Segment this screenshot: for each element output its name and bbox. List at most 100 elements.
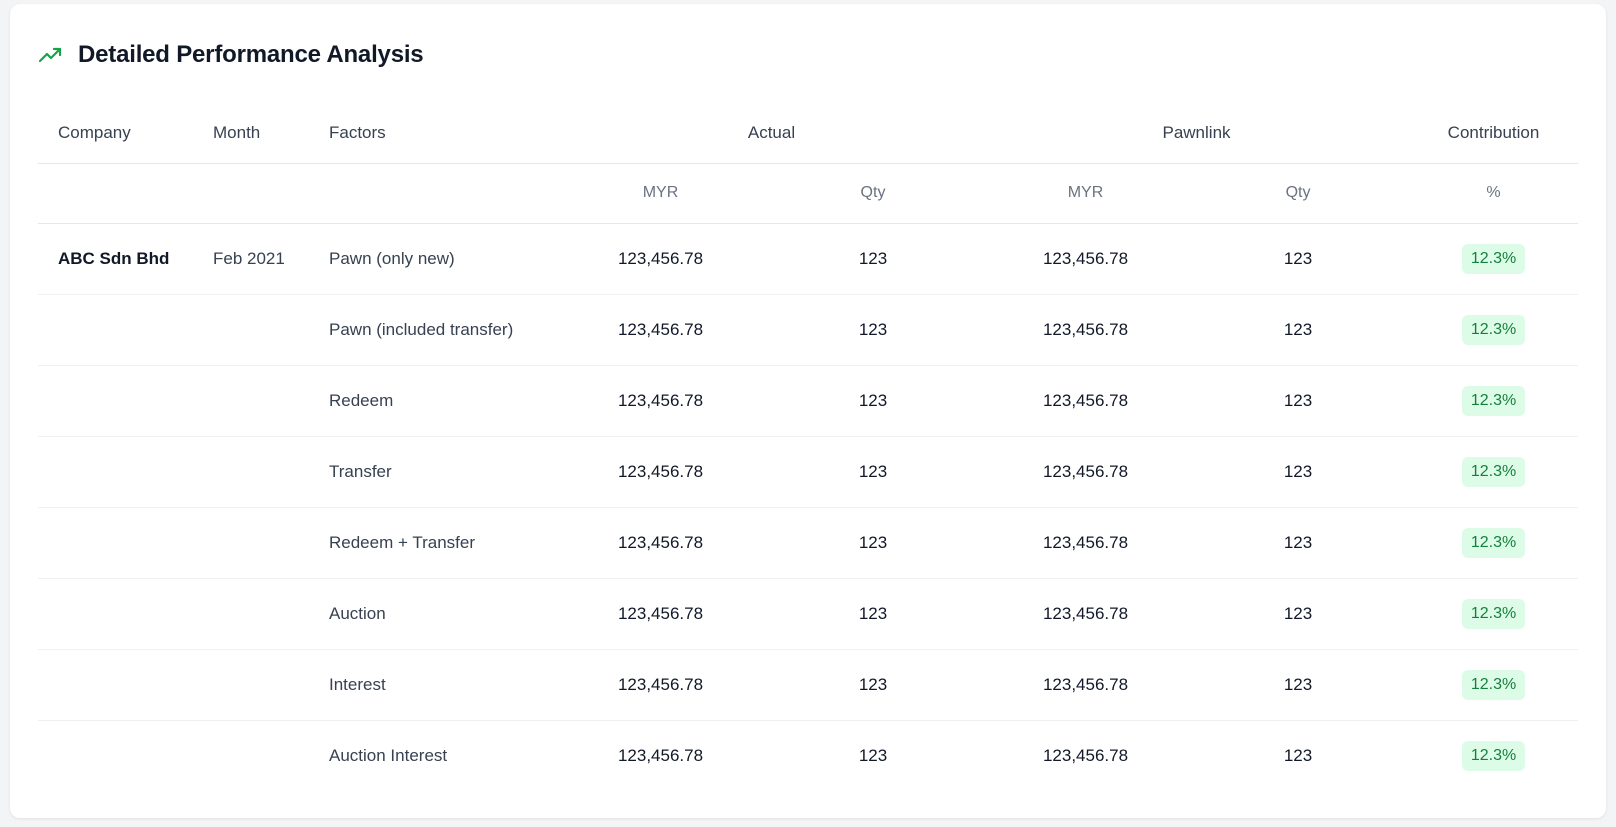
column-header-actual[interactable]: Actual — [559, 103, 984, 164]
subheader-contribution-pct: % — [1409, 163, 1579, 224]
performance-table-wrap: Company Month Factors Actual Pawnlink Co… — [38, 103, 1579, 791]
cell-company — [38, 507, 193, 579]
cell-company — [38, 720, 193, 791]
table-row: Redeem + Transfer 123,456.78 123 123,456.78… — [38, 507, 1579, 579]
cell-contribution: 12.3% — [1409, 436, 1579, 508]
cell-actual-qty: 123 — [762, 507, 984, 579]
subheader-empty — [38, 163, 193, 224]
table-row: Transfer 123,456.78 123 123,456.78 123 12.3% — [38, 436, 1579, 508]
cell-contribution: 12.3% — [1409, 507, 1579, 579]
table-row: Interest 123,456.78 123 123,456.78 123 12.3% — [38, 649, 1579, 721]
cell-pawnlink-myr: 123,456.78 — [1042, 745, 1129, 765]
column-header-pawnlink[interactable]: Pawnlink — [984, 103, 1410, 164]
cell-month — [193, 720, 309, 791]
table-subheader-row: MYR Qty MYR Qty % — [38, 163, 1579, 224]
card-header: Detailed Performance Analysis — [38, 38, 424, 72]
cell-pawnlink-qty: 123 — [1187, 365, 1410, 437]
subheader-empty — [193, 163, 309, 224]
contribution-badge: 12.3% — [1461, 385, 1526, 416]
cell-actual-qty: 123 — [762, 223, 984, 295]
cell-company — [38, 649, 193, 721]
cell-actual-myr: 123,456.78 — [559, 223, 762, 295]
subheader-pawnlink-myr: MYR — [984, 163, 1187, 224]
cell-pawnlink-qty: 123 — [1187, 649, 1410, 721]
cell-pawnlink-qty: 123 — [1187, 578, 1410, 650]
cell-month — [193, 507, 309, 579]
table-row: Auction 123,456.78 123 123,456.78 123 12.3% — [38, 578, 1579, 650]
cell-contribution: 12.3% — [1409, 578, 1579, 650]
cell-pawnlink-qty: 123 — [1187, 223, 1410, 295]
cell-month — [193, 649, 309, 721]
cell-pawnlink-myr: 123,456.78 — [984, 649, 1187, 721]
cell-pawnlink-qty: 123 — [1187, 507, 1410, 579]
table-header-row: Company Month Factors Actual Pawnlink Co… — [38, 103, 1579, 164]
cell-factor: Pawn (included transfer) — [309, 294, 559, 366]
contribution-badge: 12.3% — [1461, 669, 1526, 700]
cell-actual-qty: 123 — [762, 649, 984, 721]
cell-factor: Auction — [309, 578, 559, 650]
trending-up-icon — [38, 45, 64, 65]
cell-actual-myr: 123,456.78 — [559, 507, 762, 579]
cell-pawnlink-qty: 123 — [1187, 436, 1410, 508]
cell-company — [38, 436, 193, 508]
cell-actual-myr: 123,456.78 — [559, 294, 762, 366]
cell-factor: Redeem + Transfer — [309, 507, 559, 579]
cell-contribution: 12.3% — [1409, 294, 1579, 366]
cell-factor: Transfer — [309, 436, 559, 508]
subheader-actual-myr: MYR — [559, 163, 762, 224]
table-row: Pawn (included transfer) 123,456.78 123 123… — [38, 294, 1579, 366]
contribution-badge: 12.3% — [1461, 527, 1526, 558]
cell-pawnlink-qty: 123 — [1283, 745, 1313, 765]
performance-card: Detailed Performance Analysis Company Mo… — [10, 4, 1606, 818]
subheader-actual-qty: Qty — [762, 163, 984, 224]
cell-pawnlink-myr: 123,456.78 — [984, 436, 1187, 508]
performance-table: Company Month Factors Actual Pawnlink Co… — [38, 103, 1579, 791]
table-row: Redeem 123,456.78 123 123,456.78 123 12.3% — [38, 365, 1579, 437]
column-header-contribution[interactable]: Contribution — [1409, 103, 1579, 164]
cell-actual-myr: 123,456.78 — [617, 745, 704, 765]
cell-factor: Auction Interest — [329, 745, 448, 765]
column-header-factors[interactable]: Factors — [309, 103, 559, 164]
cell-month — [193, 436, 309, 508]
cell-actual-qty: 123 — [858, 745, 888, 765]
cell-company — [38, 365, 193, 437]
cell-actual-qty: 123 — [762, 365, 984, 437]
cell-factor: Interest — [309, 649, 559, 721]
cell-pawnlink-myr: 123,456.78 — [984, 507, 1187, 579]
cell-contribution: 12.3% — [1409, 720, 1578, 791]
contribution-badge: 12.3% — [1461, 314, 1526, 345]
contribution-badge: 12.3% — [1461, 740, 1526, 771]
cell-month: Feb 2021 — [193, 223, 309, 295]
contribution-badge: 12.3% — [1461, 598, 1526, 629]
contribution-badge: 12.3% — [1461, 456, 1526, 487]
table-body: ABC Sdn Bhd Feb 2021 Pawn (only new) 123,45… — [38, 223, 1579, 791]
cell-month — [193, 365, 309, 437]
cell-pawnlink-myr: 123,456.78 — [984, 578, 1187, 650]
cell-pawnlink-myr: 123,456.78 — [984, 365, 1187, 437]
cell-month — [193, 294, 309, 366]
cell-company — [38, 578, 193, 650]
cell-actual-myr: 123,456.78 — [559, 649, 762, 721]
cell-pawnlink-qty: 123 — [1187, 294, 1410, 366]
subheader-empty — [309, 163, 559, 224]
cell-factor: Redeem — [309, 365, 559, 437]
cell-contribution: 12.3% — [1409, 365, 1579, 437]
column-header-month[interactable]: Month — [193, 103, 309, 164]
page-title: Detailed Performance Analysis — [78, 41, 424, 68]
cell-actual-qty: 123 — [762, 436, 984, 508]
cell-actual-qty: 123 — [762, 294, 984, 366]
cell-company: ABC Sdn Bhd — [38, 223, 193, 295]
table-row: ABC Sdn Bhd Feb 2021 Pawn (only new) 123,45… — [38, 223, 1579, 295]
cell-actual-myr: 123,456.78 — [559, 436, 762, 508]
column-header-company[interactable]: Company — [38, 103, 193, 164]
cell-contribution: 12.3% — [1409, 649, 1579, 721]
cell-actual-myr: 123,456.78 — [559, 578, 762, 650]
cell-pawnlink-myr: 123,456.78 — [984, 294, 1187, 366]
subheader-pawnlink-qty: Qty — [1187, 163, 1410, 224]
cell-actual-qty: 123 — [762, 578, 984, 650]
cell-actual-myr: 123,456.78 — [559, 365, 762, 437]
cell-contribution: 12.3% — [1409, 223, 1579, 295]
cell-factor: Pawn (only new) — [309, 223, 559, 295]
cell-pawnlink-myr: 123,456.78 — [984, 223, 1187, 295]
cell-company — [38, 294, 193, 366]
